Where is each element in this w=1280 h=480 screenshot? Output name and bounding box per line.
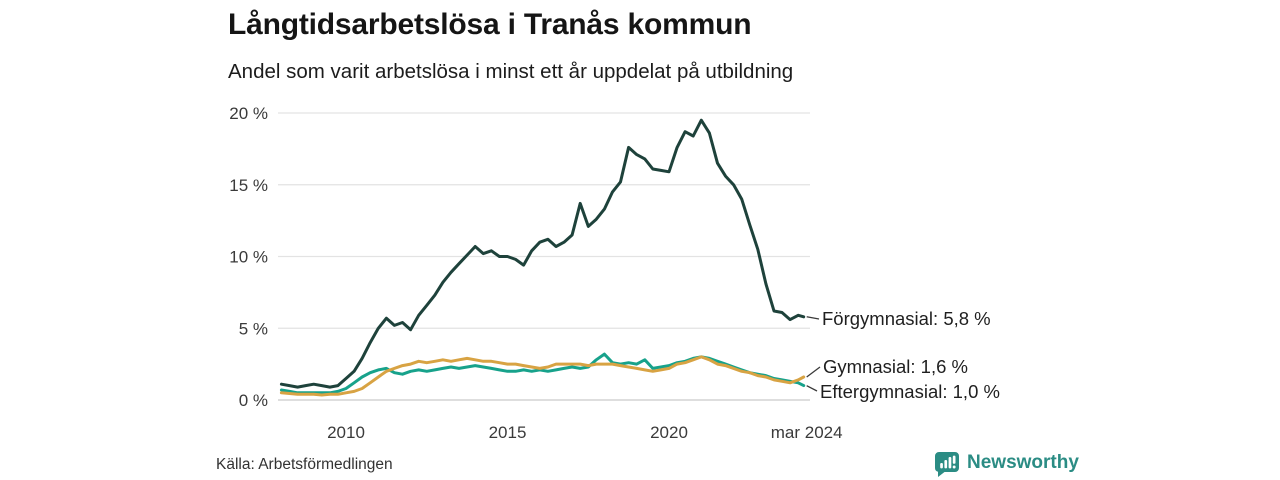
newsworthy-brand: Newsworthy xyxy=(934,449,1079,477)
x-tick-label: mar 2024 xyxy=(771,423,843,442)
series-line-gymnasial xyxy=(279,355,806,397)
x-tick-label: 2020 xyxy=(650,423,688,442)
series-end-label-forgymnasial: Förgymnasial: 5,8 % xyxy=(822,308,991,329)
label-connector-gymnasial xyxy=(806,366,821,378)
y-tick-label: 5 % xyxy=(239,319,268,338)
label-connector-eftergymnasial xyxy=(806,385,818,392)
newsworthy-wordmark: Newsworthy xyxy=(967,452,1079,473)
series-line-eftergymnasial xyxy=(279,352,806,395)
page-title: Långtidsarbetslösa i Tranås kommun xyxy=(228,8,752,41)
newsworthy-logo-icon xyxy=(935,451,959,477)
series-end-label-gymnasial: Gymnasial: 1,6 % xyxy=(823,356,968,377)
x-tick-label: 2010 xyxy=(327,423,365,442)
label-connector-forgymnasial xyxy=(806,316,820,320)
x-tick-label: 2015 xyxy=(489,423,527,442)
y-tick-label: 20 % xyxy=(229,104,268,123)
series-line-forgymnasial xyxy=(279,118,806,389)
y-tick-label: 10 % xyxy=(229,248,268,267)
series-end-label-eftergymnasial: Eftergymnasial: 1,0 % xyxy=(820,381,1000,402)
page-subtitle: Andel som varit arbetslösa i minst ett å… xyxy=(228,60,794,83)
y-tick-label: 0 % xyxy=(239,391,268,410)
source-note: Källa: Arbetsförmedlingen xyxy=(216,456,393,473)
y-tick-label: 15 % xyxy=(229,176,268,195)
